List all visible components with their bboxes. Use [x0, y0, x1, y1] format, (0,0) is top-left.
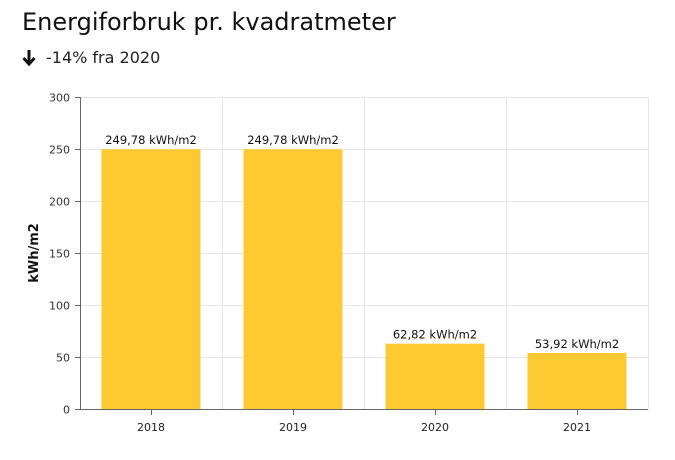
data-label: 62,82 kWh/m2: [393, 328, 477, 342]
data-label: 249,78 kWh/m2: [105, 133, 197, 147]
change-indicator: -14% fra 2020: [22, 48, 160, 67]
axes: 0 50 100 150 200 250 300 2018 2019 2020 2021: [49, 92, 648, 434]
y-tick-label: 100: [49, 300, 70, 313]
y-tick-label: 150: [49, 248, 70, 261]
bar[interactable]: [385, 343, 485, 409]
y-tick-label: 300: [49, 92, 70, 105]
data-label: 53,92 kWh/m2: [535, 337, 619, 351]
data-label: 249,78 kWh/m2: [247, 133, 339, 147]
x-tick-label: 2021: [563, 421, 591, 434]
y-tick-label: 200: [49, 196, 70, 209]
chart-title: Energiforbruk pr. kvadratmeter: [22, 8, 396, 36]
y-axis-label: kWh/m2: [27, 223, 42, 283]
arrow-down-icon: [22, 49, 36, 66]
y-tick-label: 50: [56, 352, 70, 365]
bars: [101, 149, 627, 409]
x-tick-label: 2018: [137, 421, 165, 434]
bar[interactable]: [243, 149, 343, 409]
change-text: -14% fra 2020: [46, 48, 161, 67]
bar[interactable]: [527, 352, 627, 409]
x-tick-label: 2019: [279, 421, 307, 434]
y-tick-label: 250: [49, 144, 70, 157]
bar[interactable]: [101, 149, 201, 409]
x-tick-label: 2020: [421, 421, 449, 434]
data-labels: 249,78 kWh/m2 249,78 kWh/m2 62,82 kWh/m2 53…: [105, 133, 619, 351]
y-tick-label: 0: [63, 404, 70, 417]
